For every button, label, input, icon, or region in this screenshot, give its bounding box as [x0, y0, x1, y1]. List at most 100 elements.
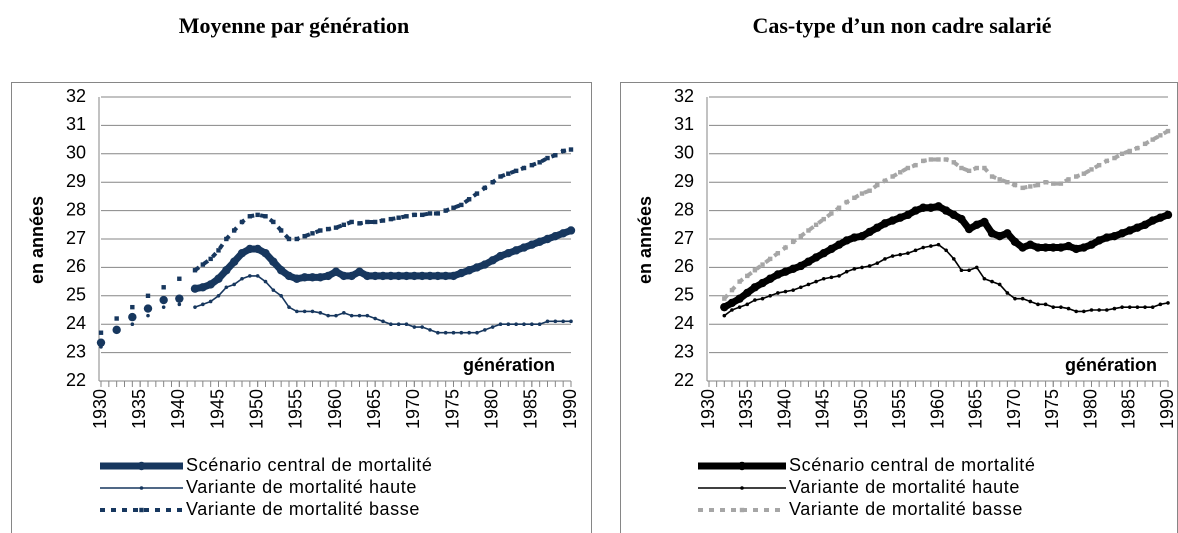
data-point	[768, 256, 773, 262]
data-point	[365, 219, 370, 225]
data-point	[514, 322, 518, 327]
data-point	[240, 276, 244, 281]
data-point	[537, 160, 542, 165]
data-point	[527, 240, 537, 249]
x-tick-label: 1980	[481, 389, 501, 429]
data-point	[389, 322, 393, 327]
data-point	[295, 309, 299, 314]
data-point	[836, 205, 842, 210]
data-point	[860, 265, 864, 270]
data-point	[865, 227, 874, 237]
data-point	[161, 285, 166, 290]
data-point	[482, 185, 488, 191]
data-point	[551, 231, 560, 241]
data-point	[381, 319, 385, 324]
data-point	[261, 249, 270, 258]
y-tick-label: 31	[674, 114, 694, 134]
chart-title: Cas-type d’un non cadre salarié	[752, 13, 1051, 38]
data-point	[1049, 243, 1058, 252]
data-point	[760, 296, 765, 301]
data-point	[302, 309, 307, 314]
data-point	[436, 330, 440, 335]
data-point	[1143, 305, 1147, 309]
data-point	[279, 294, 283, 298]
data-point	[788, 264, 798, 274]
x-tick-label: 1950	[851, 389, 871, 429]
x-tick-label: 1980	[1080, 389, 1100, 429]
data-point	[1096, 162, 1102, 168]
data-point	[98, 330, 104, 335]
x-tick-label: 1950	[246, 389, 266, 429]
data-point	[519, 243, 529, 252]
data-point	[146, 313, 150, 318]
data-point	[906, 251, 910, 255]
data-point	[1051, 181, 1056, 186]
data-point	[972, 220, 981, 229]
data-point	[1074, 174, 1079, 179]
data-point	[1133, 223, 1142, 232]
data-point	[798, 233, 803, 239]
data-point	[271, 219, 276, 225]
data-point	[730, 308, 734, 312]
data-point	[472, 263, 482, 272]
data-point	[457, 268, 466, 278]
y-tick-label: 26	[66, 256, 86, 276]
data-point	[370, 271, 380, 281]
y-tick-label: 32	[66, 86, 86, 106]
data-point	[799, 285, 803, 290]
data-point	[535, 237, 544, 247]
data-point	[1110, 231, 1119, 241]
data-point	[425, 271, 435, 281]
data-point	[326, 313, 330, 318]
data-point	[890, 254, 895, 258]
data-point	[1142, 141, 1148, 147]
data-point	[475, 330, 479, 335]
data-point	[292, 274, 302, 283]
data-point	[114, 328, 119, 332]
data-point	[372, 219, 378, 225]
data-point	[1026, 240, 1035, 249]
data-point	[239, 219, 245, 225]
legend-label: Variante de mortalité haute	[789, 477, 1020, 497]
data-point	[1041, 243, 1050, 252]
x-axis-label: génération	[463, 355, 555, 375]
data-point	[898, 252, 903, 257]
x-tick-label: 1945	[813, 389, 833, 429]
data-point	[1097, 308, 1101, 312]
x-axis-label: génération	[1065, 355, 1157, 375]
x-tick-label: 1970	[403, 389, 423, 429]
data-point	[271, 288, 276, 292]
y-tick-label: 23	[66, 341, 86, 361]
data-point	[506, 171, 511, 176]
data-point	[783, 289, 788, 294]
x-tick-label: 1965	[364, 389, 384, 429]
y-tick-label: 32	[674, 86, 694, 106]
data-point	[355, 267, 364, 276]
data-point	[813, 222, 819, 227]
data-point	[222, 266, 231, 275]
data-point	[867, 264, 872, 268]
data-point	[511, 246, 521, 255]
data-point	[568, 147, 574, 152]
data-point	[1087, 240, 1096, 249]
y-tick-label: 24	[674, 313, 694, 333]
data-point	[1156, 213, 1165, 222]
data-point	[959, 268, 964, 273]
data-point	[796, 261, 805, 271]
data-point	[380, 218, 386, 223]
data-point	[333, 225, 339, 230]
data-point	[967, 268, 971, 273]
data-point	[229, 257, 239, 266]
legend-label: Scénario central de mortalité	[789, 455, 1036, 475]
data-point	[1120, 305, 1124, 309]
data-point	[339, 271, 349, 281]
data-point	[231, 228, 237, 233]
data-point	[804, 257, 813, 266]
data-point	[990, 279, 994, 284]
x-tick-label: 1930	[698, 389, 718, 429]
data-point	[287, 305, 291, 309]
data-point	[201, 302, 205, 307]
data-point	[357, 221, 362, 226]
data-point	[247, 214, 253, 219]
